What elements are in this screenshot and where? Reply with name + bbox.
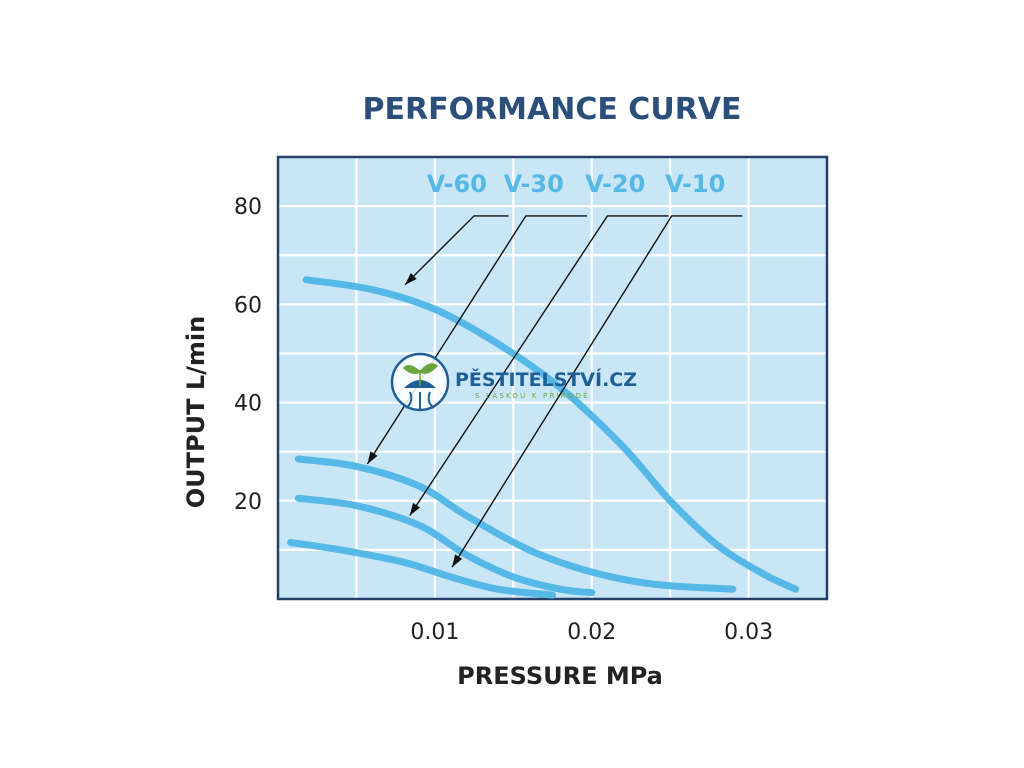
series-label-v-30: V-30: [504, 170, 564, 198]
callout-arrow-v-10: [451, 215, 743, 568]
series-label-v-20: V-20: [585, 170, 645, 198]
y-tick-label: 40: [234, 392, 262, 417]
arrowhead-icon: [405, 273, 417, 285]
y-tick-label: 60: [234, 293, 262, 318]
callout-arrow-v-20: [409, 215, 669, 516]
arrowhead-icon: [409, 502, 421, 516]
series-lines: [287, 276, 800, 599]
watermark-name: PĚSTITELSTVÍ.CZ: [455, 368, 637, 391]
series-labels: V-60 V-30 V-20 V-10: [427, 170, 726, 198]
callout-line: [451, 215, 743, 568]
callout-line: [409, 215, 669, 516]
watermark-logo: PĚSTITELSTVÍ.CZ S LÁSKOU K PŘÍRODĚ: [390, 352, 637, 412]
series-line-v-20: [294, 494, 596, 597]
y-axis-label: OUTPUT L/min: [182, 316, 210, 508]
x-axis-label: PRESSURE MPa: [457, 662, 663, 690]
x-axis-ticks: 0.01 0.02 0.03: [410, 620, 773, 645]
x-tick-label: 0.02: [567, 620, 616, 645]
arrowhead-icon: [367, 451, 378, 464]
plot-frame: [276, 155, 829, 601]
arrowhead-icon: [452, 554, 463, 568]
y-tick-label: 20: [234, 490, 262, 515]
y-tick-label: 80: [234, 195, 262, 220]
x-tick-label: 0.01: [410, 620, 459, 645]
x-tick-label: 0.03: [724, 620, 773, 645]
series-line-v-60: [302, 276, 800, 593]
watermark-tagline: S LÁSKOU K PŘÍRODĚ: [475, 391, 590, 400]
chart-title: PERFORMANCE CURVE: [363, 92, 742, 127]
grid: [278, 157, 827, 599]
callout-arrow-v-60: [404, 215, 509, 286]
y-axis-ticks: 20 40 60 80: [234, 195, 262, 515]
series-label-v-10: V-10: [665, 170, 725, 198]
callout-line: [404, 215, 509, 286]
series-line-v-10: [287, 539, 556, 599]
series-line-v-30: [294, 455, 737, 593]
logo-roots-icon: [405, 391, 435, 410]
logo-sprout-icon: [402, 363, 439, 386]
series-label-v-60: V-60: [427, 170, 487, 198]
